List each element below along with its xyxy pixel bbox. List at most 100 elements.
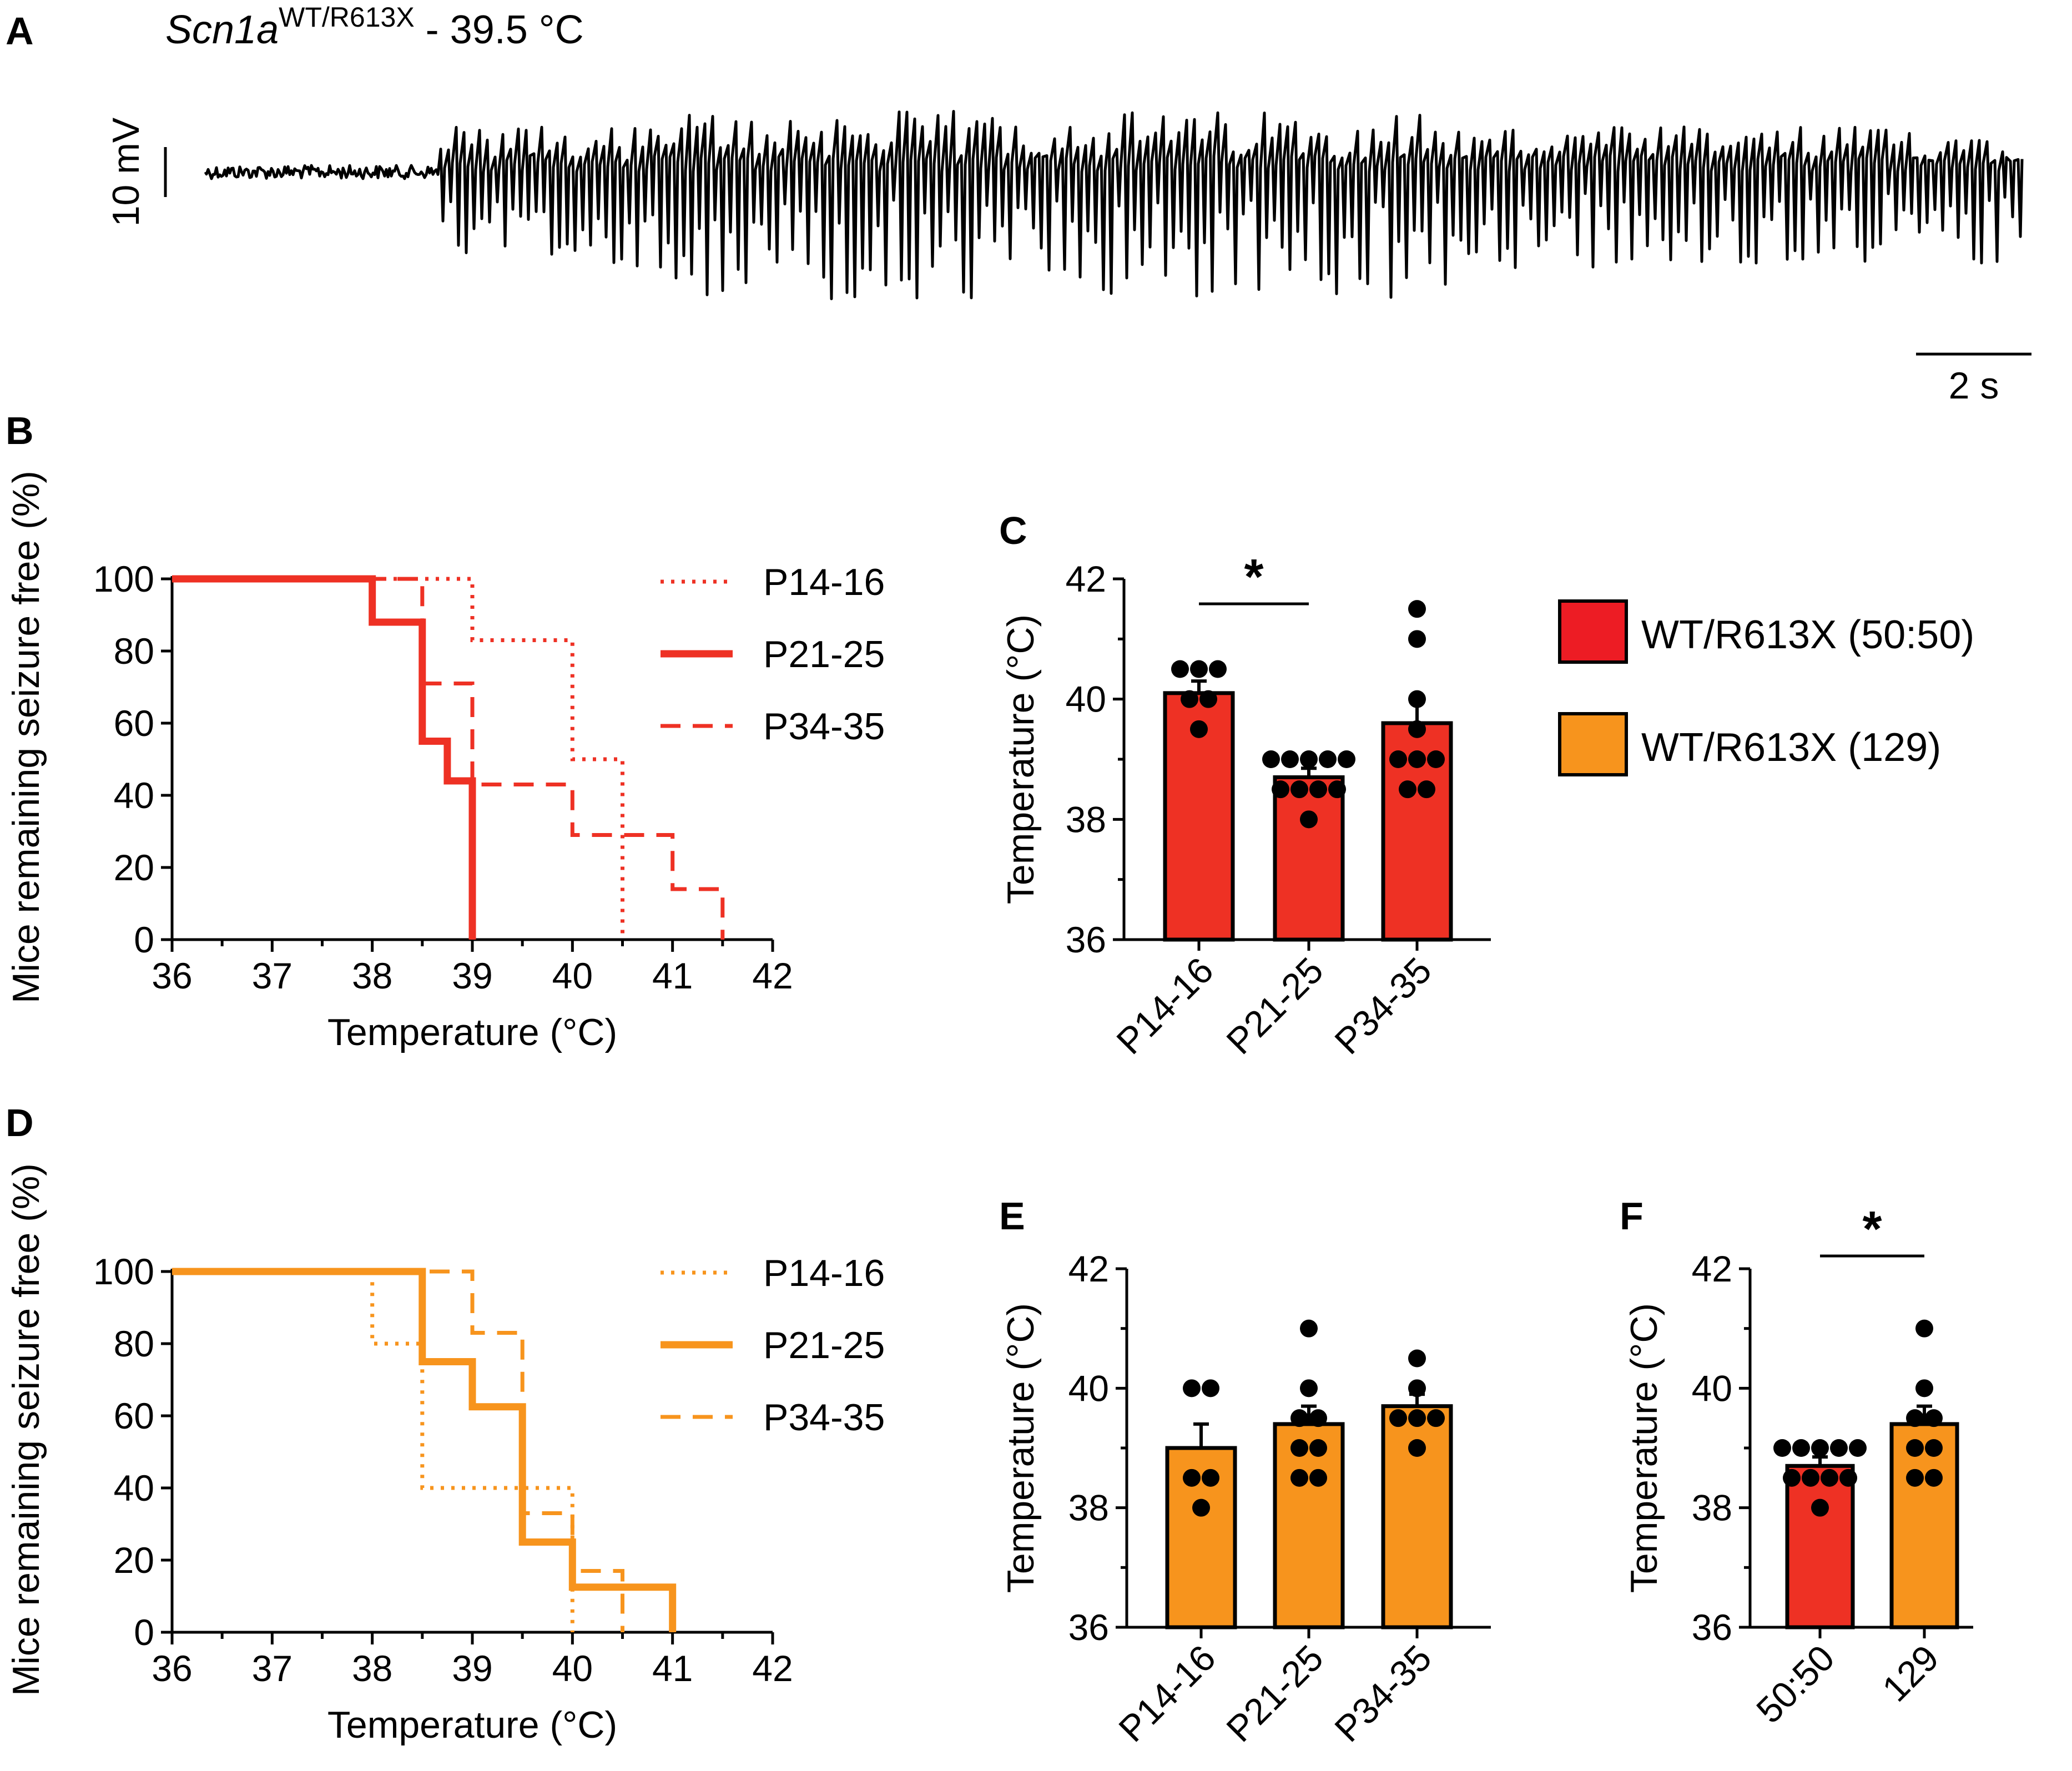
data-point bbox=[1427, 750, 1445, 768]
genotype-legend: WT/R613X (50:50) WT/R613X (129) bbox=[1558, 599, 1974, 776]
data-point bbox=[1290, 1409, 1308, 1427]
x-tick-label: 39 bbox=[452, 1648, 492, 1689]
y-axis-title: Temperature (°C) bbox=[1623, 1303, 1665, 1593]
data-point bbox=[1181, 690, 1198, 708]
y-axis-title: Temperature (°C) bbox=[1000, 614, 1042, 904]
data-point bbox=[1300, 810, 1318, 829]
x-tick-label: 42 bbox=[752, 1648, 793, 1689]
legend-swatch-50-50 bbox=[1558, 599, 1628, 664]
title-gene: Scn1a bbox=[165, 8, 279, 52]
data-point bbox=[1427, 1409, 1445, 1427]
data-point bbox=[1408, 690, 1426, 708]
x-axis-title: Temperature (°C) bbox=[327, 1011, 617, 1053]
title-genotype: WT/R613X bbox=[279, 2, 415, 33]
x-tick-label: 129 bbox=[1874, 1637, 1947, 1709]
y-tick-label: 38 bbox=[1692, 1487, 1732, 1528]
y-axis-title: Mice remaining seizure free (%) bbox=[5, 471, 47, 1003]
data-point bbox=[1811, 1498, 1829, 1517]
panel-a: A Scn1aWT/R613X - 39.5 °C 10 mV 2 s bbox=[6, 2, 2031, 407]
x-axis-title: Temperature (°C) bbox=[327, 1704, 617, 1746]
panel-a-title: Scn1aWT/R613X - 39.5 °C bbox=[165, 2, 584, 52]
y-axis-title: Mice remaining seizure free (%) bbox=[5, 1163, 47, 1696]
y-tick-label: 38 bbox=[1066, 799, 1106, 840]
data-point bbox=[1802, 1469, 1819, 1487]
y-tick-label: 40 bbox=[1692, 1368, 1732, 1409]
data-point bbox=[1915, 1319, 1933, 1338]
x-tick-label: 39 bbox=[452, 955, 492, 996]
data-point bbox=[1300, 1379, 1318, 1397]
data-point bbox=[1915, 1379, 1933, 1397]
y-tick-label: 36 bbox=[1068, 1607, 1109, 1648]
series-line-p21-25 bbox=[172, 575, 476, 940]
y-tick-label: 20 bbox=[114, 1540, 154, 1581]
data-point bbox=[1183, 1379, 1201, 1397]
data-point bbox=[1792, 1439, 1810, 1457]
data-point bbox=[1190, 720, 1208, 738]
data-point bbox=[1408, 750, 1426, 768]
legend-swatch-129 bbox=[1558, 712, 1628, 776]
y-axis-title: Temperature (°C) bbox=[1000, 1303, 1042, 1593]
data-point bbox=[1408, 1349, 1426, 1368]
x-tick-label: 36 bbox=[152, 1648, 192, 1689]
legend-label-p14-16: P14-16 bbox=[763, 1252, 885, 1294]
panel-letter-a: A bbox=[6, 9, 34, 53]
data-point bbox=[1262, 750, 1280, 768]
data-point bbox=[1328, 780, 1346, 799]
legend-label-p21-25: P21-25 bbox=[763, 633, 885, 675]
y-tick-label: 42 bbox=[1692, 1248, 1732, 1289]
data-point bbox=[1925, 1439, 1943, 1457]
data-point bbox=[1319, 750, 1337, 768]
data-point bbox=[1925, 1469, 1943, 1487]
series-line-p14-16 bbox=[172, 577, 624, 940]
y-tick-label: 38 bbox=[1068, 1487, 1109, 1528]
legend-label-p34-35: P34-35 bbox=[763, 705, 885, 748]
data-point bbox=[1408, 1379, 1426, 1397]
data-point bbox=[1190, 660, 1208, 678]
panel-letter-f: F bbox=[1620, 1194, 1644, 1238]
legend-label-p21-25: P21-25 bbox=[763, 1324, 885, 1366]
legend-label-50-50: WT/R613X (50:50) bbox=[1641, 613, 1974, 657]
x-tick-label: 41 bbox=[652, 955, 693, 996]
x-tick-label: 36 bbox=[152, 955, 192, 996]
data-point bbox=[1202, 1469, 1219, 1487]
data-point bbox=[1338, 750, 1355, 768]
data-point bbox=[1839, 1469, 1857, 1487]
y-tick-label: 42 bbox=[1068, 1248, 1109, 1289]
series-line-p14-16 bbox=[172, 1269, 574, 1632]
x-tick-label: 37 bbox=[252, 1648, 293, 1689]
panel-letter-d: D bbox=[6, 1101, 34, 1144]
data-point bbox=[1906, 1439, 1924, 1457]
y-tick-label: 40 bbox=[1066, 679, 1106, 720]
y-tick-label: 100 bbox=[93, 1251, 154, 1292]
y-tick-label: 0 bbox=[134, 919, 154, 960]
significance-star: * bbox=[1862, 1202, 1882, 1257]
x-tick-label: 41 bbox=[652, 1648, 693, 1689]
data-point bbox=[1290, 1469, 1308, 1487]
panel-letter-e: E bbox=[999, 1194, 1025, 1238]
bar-p21-25 bbox=[1273, 1422, 1345, 1629]
chart-c: C 36 38 40 42 Temperature (°C) P14-16P21-25P34… bbox=[999, 509, 1491, 1062]
data-point bbox=[1408, 1439, 1426, 1457]
data-point bbox=[1773, 1439, 1791, 1457]
data-point bbox=[1906, 1469, 1924, 1487]
y-tick-label: 80 bbox=[114, 630, 154, 672]
y-tick-label: 80 bbox=[114, 1323, 154, 1364]
data-point bbox=[1408, 720, 1426, 738]
legend-label-129: WT/R613X (129) bbox=[1641, 725, 1941, 770]
voltage-scale-label: 10 mV bbox=[105, 117, 147, 226]
x-tick-label: 40 bbox=[552, 1648, 593, 1689]
data-point bbox=[1300, 750, 1318, 768]
data-point bbox=[1290, 1439, 1308, 1457]
data-point bbox=[1408, 600, 1426, 618]
data-point bbox=[1389, 750, 1407, 768]
x-tick-label: 38 bbox=[352, 955, 392, 996]
data-point bbox=[1389, 1409, 1407, 1427]
time-scale-label: 2 s bbox=[1949, 365, 1999, 407]
data-point bbox=[1830, 1439, 1848, 1457]
data-point bbox=[1408, 630, 1426, 648]
x-tick-label: P14-16 bbox=[1111, 1637, 1223, 1750]
y-tick-label: 36 bbox=[1066, 919, 1106, 960]
x-tick-label: P34-35 bbox=[1327, 1637, 1439, 1750]
data-point bbox=[1408, 1409, 1426, 1427]
data-point bbox=[1849, 1439, 1867, 1457]
